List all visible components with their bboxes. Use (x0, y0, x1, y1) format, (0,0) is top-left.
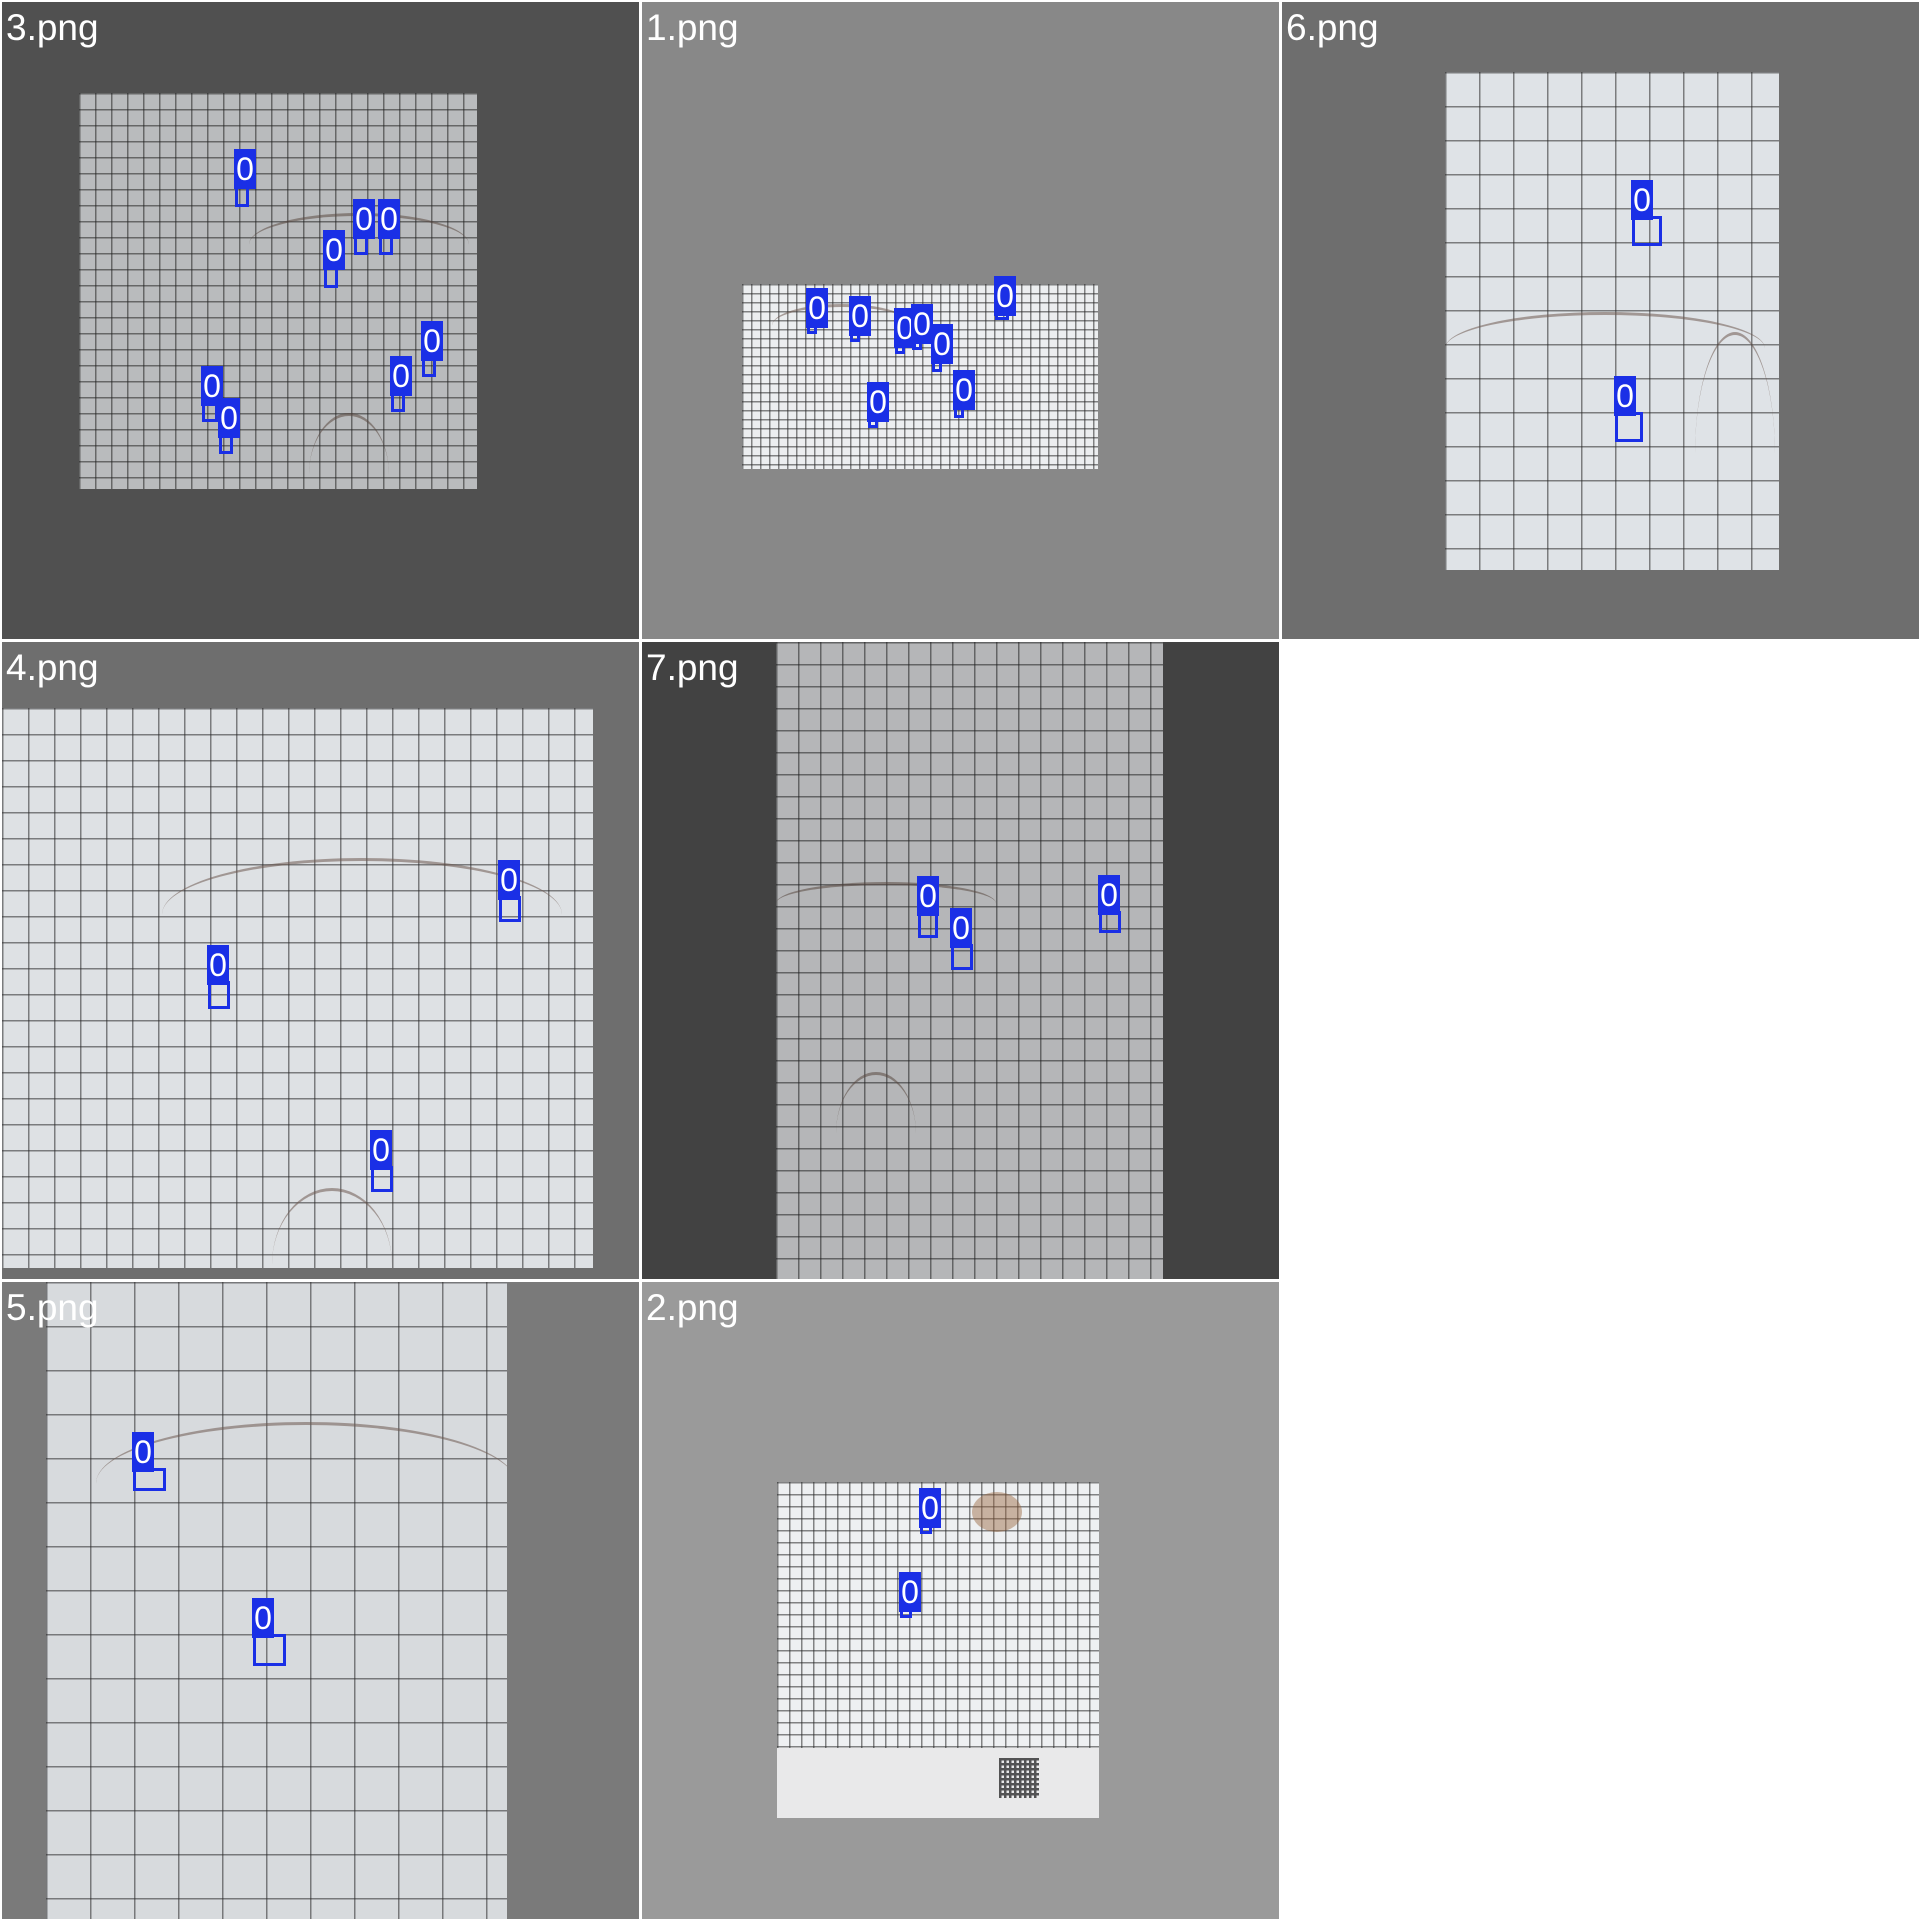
soil-speck (972, 1492, 1022, 1532)
fiber (309, 413, 389, 489)
image-filename-label: 5.png (6, 1287, 99, 1328)
class-label: 0 (1098, 875, 1120, 915)
class-label: 0 (894, 308, 916, 348)
class-label: 0 (218, 398, 240, 438)
bounding-box (253, 1634, 286, 1666)
detection-box[interactable]: 0 (370, 1130, 393, 1192)
detection-box[interactable]: 0 (234, 149, 256, 207)
detection-box[interactable]: 0 (1631, 180, 1662, 246)
detection-box[interactable]: 0 (931, 324, 953, 372)
class-label: 0 (252, 1598, 274, 1638)
image-tile-4[interactable]: 4.png 0 0 0 (2, 642, 639, 1279)
detection-box[interactable]: 0 (421, 321, 443, 377)
class-label: 0 (917, 876, 939, 916)
detection-box[interactable]: 0 (132, 1432, 166, 1491)
grid-photo (776, 642, 1163, 1279)
class-label: 0 (353, 199, 375, 239)
class-label: 0 (132, 1432, 154, 1472)
image-tile-1[interactable]: 1.png 0 0 0 0 0 0 0 0 (642, 2, 1279, 639)
fiber (162, 858, 562, 971)
detection-box[interactable]: 0 (498, 860, 521, 922)
class-label: 0 (867, 382, 889, 422)
class-label: 0 (849, 296, 871, 336)
image-tile-3[interactable]: 3.png 0 0 0 0 0 0 0 0 (2, 2, 639, 639)
fiber (272, 1188, 392, 1268)
fiber (772, 304, 912, 347)
class-label: 0 (950, 908, 972, 948)
detection-box[interactable]: 0 (919, 1488, 941, 1534)
image-tile-7[interactable]: 7.png 0 0 0 (642, 642, 1279, 1279)
bounding-box (1632, 216, 1662, 246)
detection-box[interactable]: 0 (894, 308, 916, 354)
class-label: 0 (421, 321, 443, 361)
detection-box[interactable]: 0 (911, 304, 933, 350)
detection-box[interactable]: 0 (1614, 376, 1643, 442)
bounding-box (208, 981, 230, 1009)
grid-photo (79, 93, 477, 489)
class-label: 0 (378, 199, 400, 239)
detection-box[interactable]: 0 (953, 370, 975, 418)
grid-photo (46, 1282, 507, 1919)
class-label: 0 (931, 324, 953, 364)
image-filename-label: 2.png (646, 1287, 739, 1328)
class-label: 0 (323, 230, 345, 270)
detection-box[interactable]: 0 (994, 276, 1016, 320)
class-label: 0 (953, 370, 975, 410)
fiber (96, 1422, 507, 1545)
bounding-box (1615, 412, 1643, 442)
class-label: 0 (1614, 376, 1636, 416)
detection-box[interactable]: 0 (390, 356, 412, 412)
class-label: 0 (498, 860, 520, 900)
detection-box[interactable]: 0 (950, 908, 973, 970)
image-filename-label: 1.png (646, 7, 739, 48)
detection-box[interactable]: 0 (806, 288, 828, 334)
image-filename-label: 3.png (6, 7, 99, 48)
grid-photo (2, 708, 593, 1268)
detection-box[interactable]: 0 (218, 398, 240, 454)
grid-photo (1445, 72, 1779, 570)
image-filename-label: 7.png (646, 647, 739, 688)
detection-box[interactable]: 0 (899, 1572, 921, 1618)
image-tile-6[interactable]: 6.png 0 0 (1282, 2, 1919, 639)
detection-box[interactable]: 0 (323, 230, 345, 288)
fiber (1445, 312, 1765, 385)
class-label: 0 (994, 276, 1016, 316)
class-label: 0 (207, 945, 229, 985)
detection-box[interactable]: 0 (201, 366, 223, 422)
detection-box[interactable]: 0 (917, 876, 939, 938)
class-label: 0 (1631, 180, 1653, 220)
image-filename-label: 4.png (6, 647, 99, 688)
fiber (776, 882, 996, 925)
image-tile-2[interactable]: 2.png 0 0 (642, 1282, 1279, 1919)
class-label: 0 (911, 304, 933, 344)
class-label: 0 (806, 288, 828, 328)
detection-box[interactable]: 0 (353, 199, 375, 255)
detection-box[interactable]: 0 (867, 382, 889, 428)
class-label: 0 (201, 366, 223, 406)
class-label: 0 (390, 356, 412, 396)
qr-code-icon (999, 1758, 1039, 1798)
detection-box[interactable]: 0 (849, 296, 871, 342)
class-label: 0 (899, 1572, 921, 1612)
fiber (836, 1072, 916, 1195)
grid-photo (777, 1482, 1099, 1818)
class-label: 0 (919, 1488, 941, 1528)
detection-box[interactable]: 0 (252, 1598, 286, 1666)
class-label: 0 (234, 149, 256, 189)
detection-box[interactable]: 0 (1098, 875, 1121, 933)
fiber (1695, 332, 1775, 570)
detection-box[interactable]: 0 (378, 199, 400, 255)
image-tile-5[interactable]: 5.png 0 0 (2, 1282, 639, 1919)
package-print (777, 1748, 1099, 1818)
class-label: 0 (370, 1130, 392, 1170)
image-filename-label: 6.png (1286, 7, 1379, 48)
detection-box[interactable]: 0 (207, 945, 230, 1009)
